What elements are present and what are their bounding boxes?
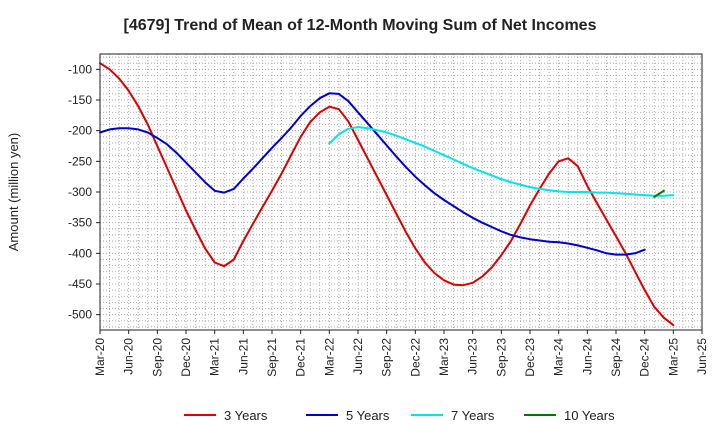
x-tick-label: Mar-25 [666,338,680,376]
x-tick-label: Mar-21 [208,338,222,376]
y-tick-label: -300 [68,185,92,199]
grid [100,54,702,330]
x-tick-label: Mar-20 [93,338,107,376]
x-tick-label: Dec-20 [179,338,193,377]
legend: 3 Years 5 Years 7 Years 10 Years [184,408,615,423]
y-tick-label: -400 [68,246,92,260]
x-tick-label: Dec-23 [523,338,537,377]
y-axis-ticks: -100 -150 -200 -250 -300 -350 -400 -450 -500 [68,62,100,322]
chart-title: [4679] Trend of Mean of 12-Month Moving … [124,17,597,34]
x-tick-label: Jun-25 [695,338,709,375]
legend-label: 10 Years [564,408,615,423]
x-tick-label: Mar-22 [322,338,336,376]
x-tick-label: Sep-24 [609,338,623,377]
y-axis-label: Amount (million yen) [6,133,21,252]
x-tick-label: Jun-22 [351,338,365,375]
x-tick-label: Sep-20 [150,338,164,377]
x-tick-label: Jun-20 [122,338,136,375]
y-tick-label: -200 [68,124,92,138]
legend-label: 7 Years [451,408,495,423]
x-axis-ticks: Mar-20 Jun-20 Sep-20 Dec-20 Mar-21 Jun-21 Sep-… [93,330,709,377]
series-line-10-years [653,189,665,198]
x-tick-label: Mar-23 [437,338,451,376]
series-lines [99,62,675,327]
y-tick-label: -350 [68,216,92,230]
y-tick-label: -150 [68,93,92,107]
x-tick-label: Jun-23 [466,338,480,375]
x-tick-label: Dec-24 [638,338,652,377]
x-tick-label: Sep-21 [265,338,279,377]
y-tick-label: -100 [68,62,92,76]
legend-label: 3 Years [224,408,268,423]
x-tick-label: Jun-24 [580,338,594,375]
x-tick-label: Sep-22 [380,338,394,377]
legend-label: 5 Years [346,408,390,423]
y-tick-label: -450 [68,277,92,291]
x-tick-label: Dec-21 [294,338,308,377]
series-line-7-years [328,126,675,197]
x-tick-label: Dec-22 [408,338,422,377]
x-tick-label: Jun-21 [236,338,250,375]
x-tick-label: Mar-24 [552,338,566,376]
series-line-3-years [99,62,675,327]
x-tick-label: Sep-23 [494,338,508,377]
y-tick-label: -500 [68,308,92,322]
y-tick-label: -250 [68,154,92,168]
